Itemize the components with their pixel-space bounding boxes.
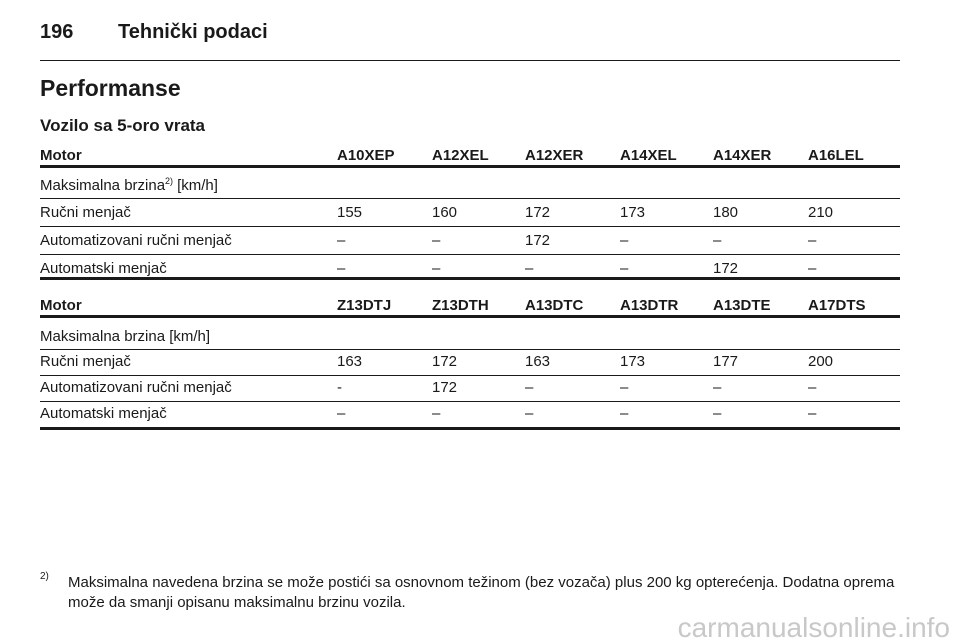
column-header: A13DTC — [525, 297, 584, 314]
cell: – — [525, 405, 534, 422]
page-title: Tehnički podaci — [118, 21, 268, 43]
cell: – — [808, 260, 817, 277]
row-label: Automatizovani ručni menjač — [40, 380, 232, 395]
cell: 172 — [713, 260, 739, 277]
cell: 163 — [337, 353, 363, 370]
column-header: A17DTS — [808, 297, 866, 314]
section-title: Performanse — [40, 75, 181, 101]
row-rule — [40, 254, 900, 255]
cell: – — [337, 232, 346, 249]
row-label: Maksimalna brzina2) [km/h] — [40, 176, 218, 194]
cell: – — [432, 232, 441, 249]
column-header: Z13DTJ — [337, 297, 392, 314]
table-bottom-rule — [40, 427, 900, 430]
cell: – — [713, 405, 722, 422]
cell: – — [432, 405, 441, 422]
cell: – — [620, 405, 629, 422]
row-label-text: Ručni menjač — [40, 204, 131, 221]
footnote-text: Maksimalna navedena brzina se može posti… — [68, 574, 895, 611]
cell: 172 — [432, 353, 458, 370]
cell: 160 — [432, 204, 458, 221]
cell: 172 — [525, 232, 551, 249]
row-label-text: Automatski menjač — [40, 260, 167, 277]
cell: – — [808, 379, 817, 396]
row-label: Automatski menjač — [40, 261, 167, 276]
cell: - — [337, 379, 342, 396]
cell: 210 — [808, 204, 834, 221]
row-label-text: Automatizovani ručni menjač — [40, 379, 232, 396]
subtitle: Vozilo sa 5-oro vrata — [40, 116, 206, 135]
column-header: A12XER — [525, 147, 584, 164]
header-rule — [40, 60, 900, 61]
column-header: A16LEL — [808, 147, 864, 164]
row-label: Ručni menjač — [40, 354, 131, 369]
cell: – — [713, 232, 722, 249]
cell: – — [620, 232, 629, 249]
row-label-text: Ručni menjač — [40, 353, 131, 370]
row-label: Ručni menjač — [40, 205, 131, 220]
column-header: Motor — [40, 147, 82, 164]
footnote-ref: 2) — [165, 176, 174, 186]
cell: – — [525, 379, 534, 396]
table-bottom-rule — [40, 277, 900, 280]
cell: 173 — [620, 204, 646, 221]
row-rule — [40, 349, 900, 350]
cell: 173 — [620, 353, 646, 370]
row-label: Automatski menjač — [40, 406, 167, 421]
row-label-text: Automatizovani ručni menjač — [40, 232, 232, 249]
row-rule — [40, 198, 900, 199]
cell: 172 — [432, 379, 458, 396]
header-rule — [40, 315, 900, 318]
row-label: Maksimalna brzina [km/h] — [40, 329, 210, 344]
footnote-marker: 2) — [40, 571, 49, 582]
cell: – — [337, 260, 346, 277]
column-header: A14XER — [713, 147, 772, 164]
cell: 163 — [525, 353, 551, 370]
column-header: Motor — [40, 297, 82, 314]
row-rule — [40, 375, 900, 376]
cell: – — [808, 405, 817, 422]
cell: – — [713, 379, 722, 396]
cell: – — [337, 405, 346, 422]
cell: 200 — [808, 353, 834, 370]
row-label-text: Maksimalna brzina [km/h] — [40, 328, 211, 345]
cell: 180 — [713, 204, 739, 221]
cell: – — [432, 260, 441, 277]
cell: – — [525, 260, 534, 277]
cell: – — [808, 232, 817, 249]
column-header: A13DTE — [713, 297, 771, 314]
column-header: Z13DTH — [432, 297, 489, 314]
column-header: A10XEP — [337, 147, 395, 164]
column-header: A13DTR — [620, 297, 679, 314]
watermark: carmanualsonline.info — [677, 612, 950, 642]
row-rule — [40, 226, 900, 227]
cell: – — [620, 260, 629, 277]
row-label-text: Maksimalna brzina — [40, 177, 166, 194]
column-header: A14XEL — [620, 147, 677, 164]
cell: 172 — [525, 204, 551, 221]
column-header: A12XEL — [432, 147, 489, 164]
row-label-text: Automatski menjač — [40, 405, 167, 422]
cell: 177 — [713, 353, 739, 370]
row-rule — [40, 401, 900, 402]
page-number: 196 — [40, 21, 74, 43]
cell: – — [620, 379, 629, 396]
row-unit: [km/h] — [177, 177, 218, 194]
row-label: Automatizovani ručni menjač — [40, 233, 232, 248]
cell: 155 — [337, 204, 363, 221]
header-rule — [40, 165, 900, 168]
